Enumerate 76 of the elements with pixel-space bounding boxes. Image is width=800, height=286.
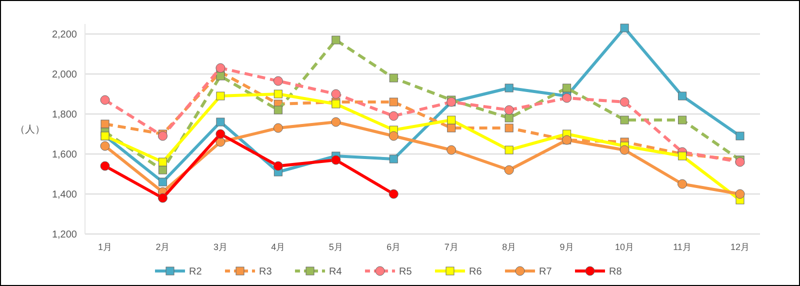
y-tick-label: 2,000 (52, 70, 78, 80)
legend-label: R5 (399, 266, 412, 278)
point (388, 131, 398, 141)
point (158, 166, 167, 174)
y-tick-label: 1,400 (52, 190, 78, 200)
point (446, 145, 456, 155)
point (273, 123, 283, 133)
x-tick-label: 2月 (156, 242, 170, 252)
point (562, 84, 572, 92)
point (331, 117, 341, 127)
point (504, 124, 514, 132)
point (504, 165, 514, 175)
point (389, 154, 398, 164)
point (216, 72, 225, 80)
point (331, 155, 341, 165)
y-tick-label: 1,800 (52, 110, 78, 120)
y-axis-title: （人） (15, 124, 45, 136)
point (389, 74, 398, 82)
point (678, 92, 687, 100)
point (158, 178, 167, 186)
x-tick-label: 5月 (328, 242, 343, 252)
y-tick-label: 1,200 (52, 230, 78, 240)
x-tick-label: 12月 (730, 242, 750, 252)
point (504, 146, 514, 154)
point (562, 93, 572, 103)
point (735, 189, 745, 199)
point (388, 189, 398, 199)
legend-label: R3 (259, 266, 272, 278)
point (100, 141, 110, 151)
point (389, 98, 398, 106)
point (100, 95, 110, 105)
point (158, 193, 168, 203)
legend-label: R8 (609, 266, 622, 278)
point (273, 76, 283, 86)
x-tick-label: 6月 (386, 242, 401, 252)
point (100, 120, 110, 128)
point (158, 131, 168, 141)
x-tick-label: 7月 (444, 242, 458, 252)
point (678, 179, 688, 189)
point (504, 84, 514, 92)
x-tick-label: 11月 (673, 242, 692, 252)
point (620, 145, 630, 155)
x-tick-label: 1月 (98, 242, 112, 252)
legend-label: R2 (189, 266, 202, 278)
point (504, 105, 514, 115)
point (331, 89, 341, 99)
point (274, 90, 282, 98)
point (216, 92, 225, 100)
point (216, 129, 226, 139)
point (447, 116, 456, 124)
point (504, 114, 514, 122)
point (620, 97, 630, 107)
x-tick-label: 8月 (502, 242, 516, 252)
point (216, 63, 226, 73)
point (216, 118, 225, 126)
point (332, 36, 340, 44)
point (620, 24, 629, 32)
point (388, 111, 398, 121)
x-tick-label: 3月 (213, 242, 228, 252)
legend-label: R4 (329, 266, 342, 278)
x-tick-label: 4月 (271, 242, 286, 252)
x-tick-label: 9月 (560, 242, 574, 252)
legend-label: R7 (539, 266, 552, 278)
point (274, 106, 282, 114)
point (158, 158, 167, 166)
point (678, 116, 687, 124)
point (273, 161, 283, 171)
point (100, 161, 110, 171)
legend-label: R6 (469, 266, 482, 278)
point (447, 124, 456, 132)
y-tick-label: 1,600 (52, 150, 78, 160)
point (735, 157, 745, 167)
x-tick-label: 10月 (615, 242, 634, 252)
y-tick-label: 2,200 (52, 30, 78, 40)
point (620, 116, 629, 124)
point (736, 132, 744, 140)
